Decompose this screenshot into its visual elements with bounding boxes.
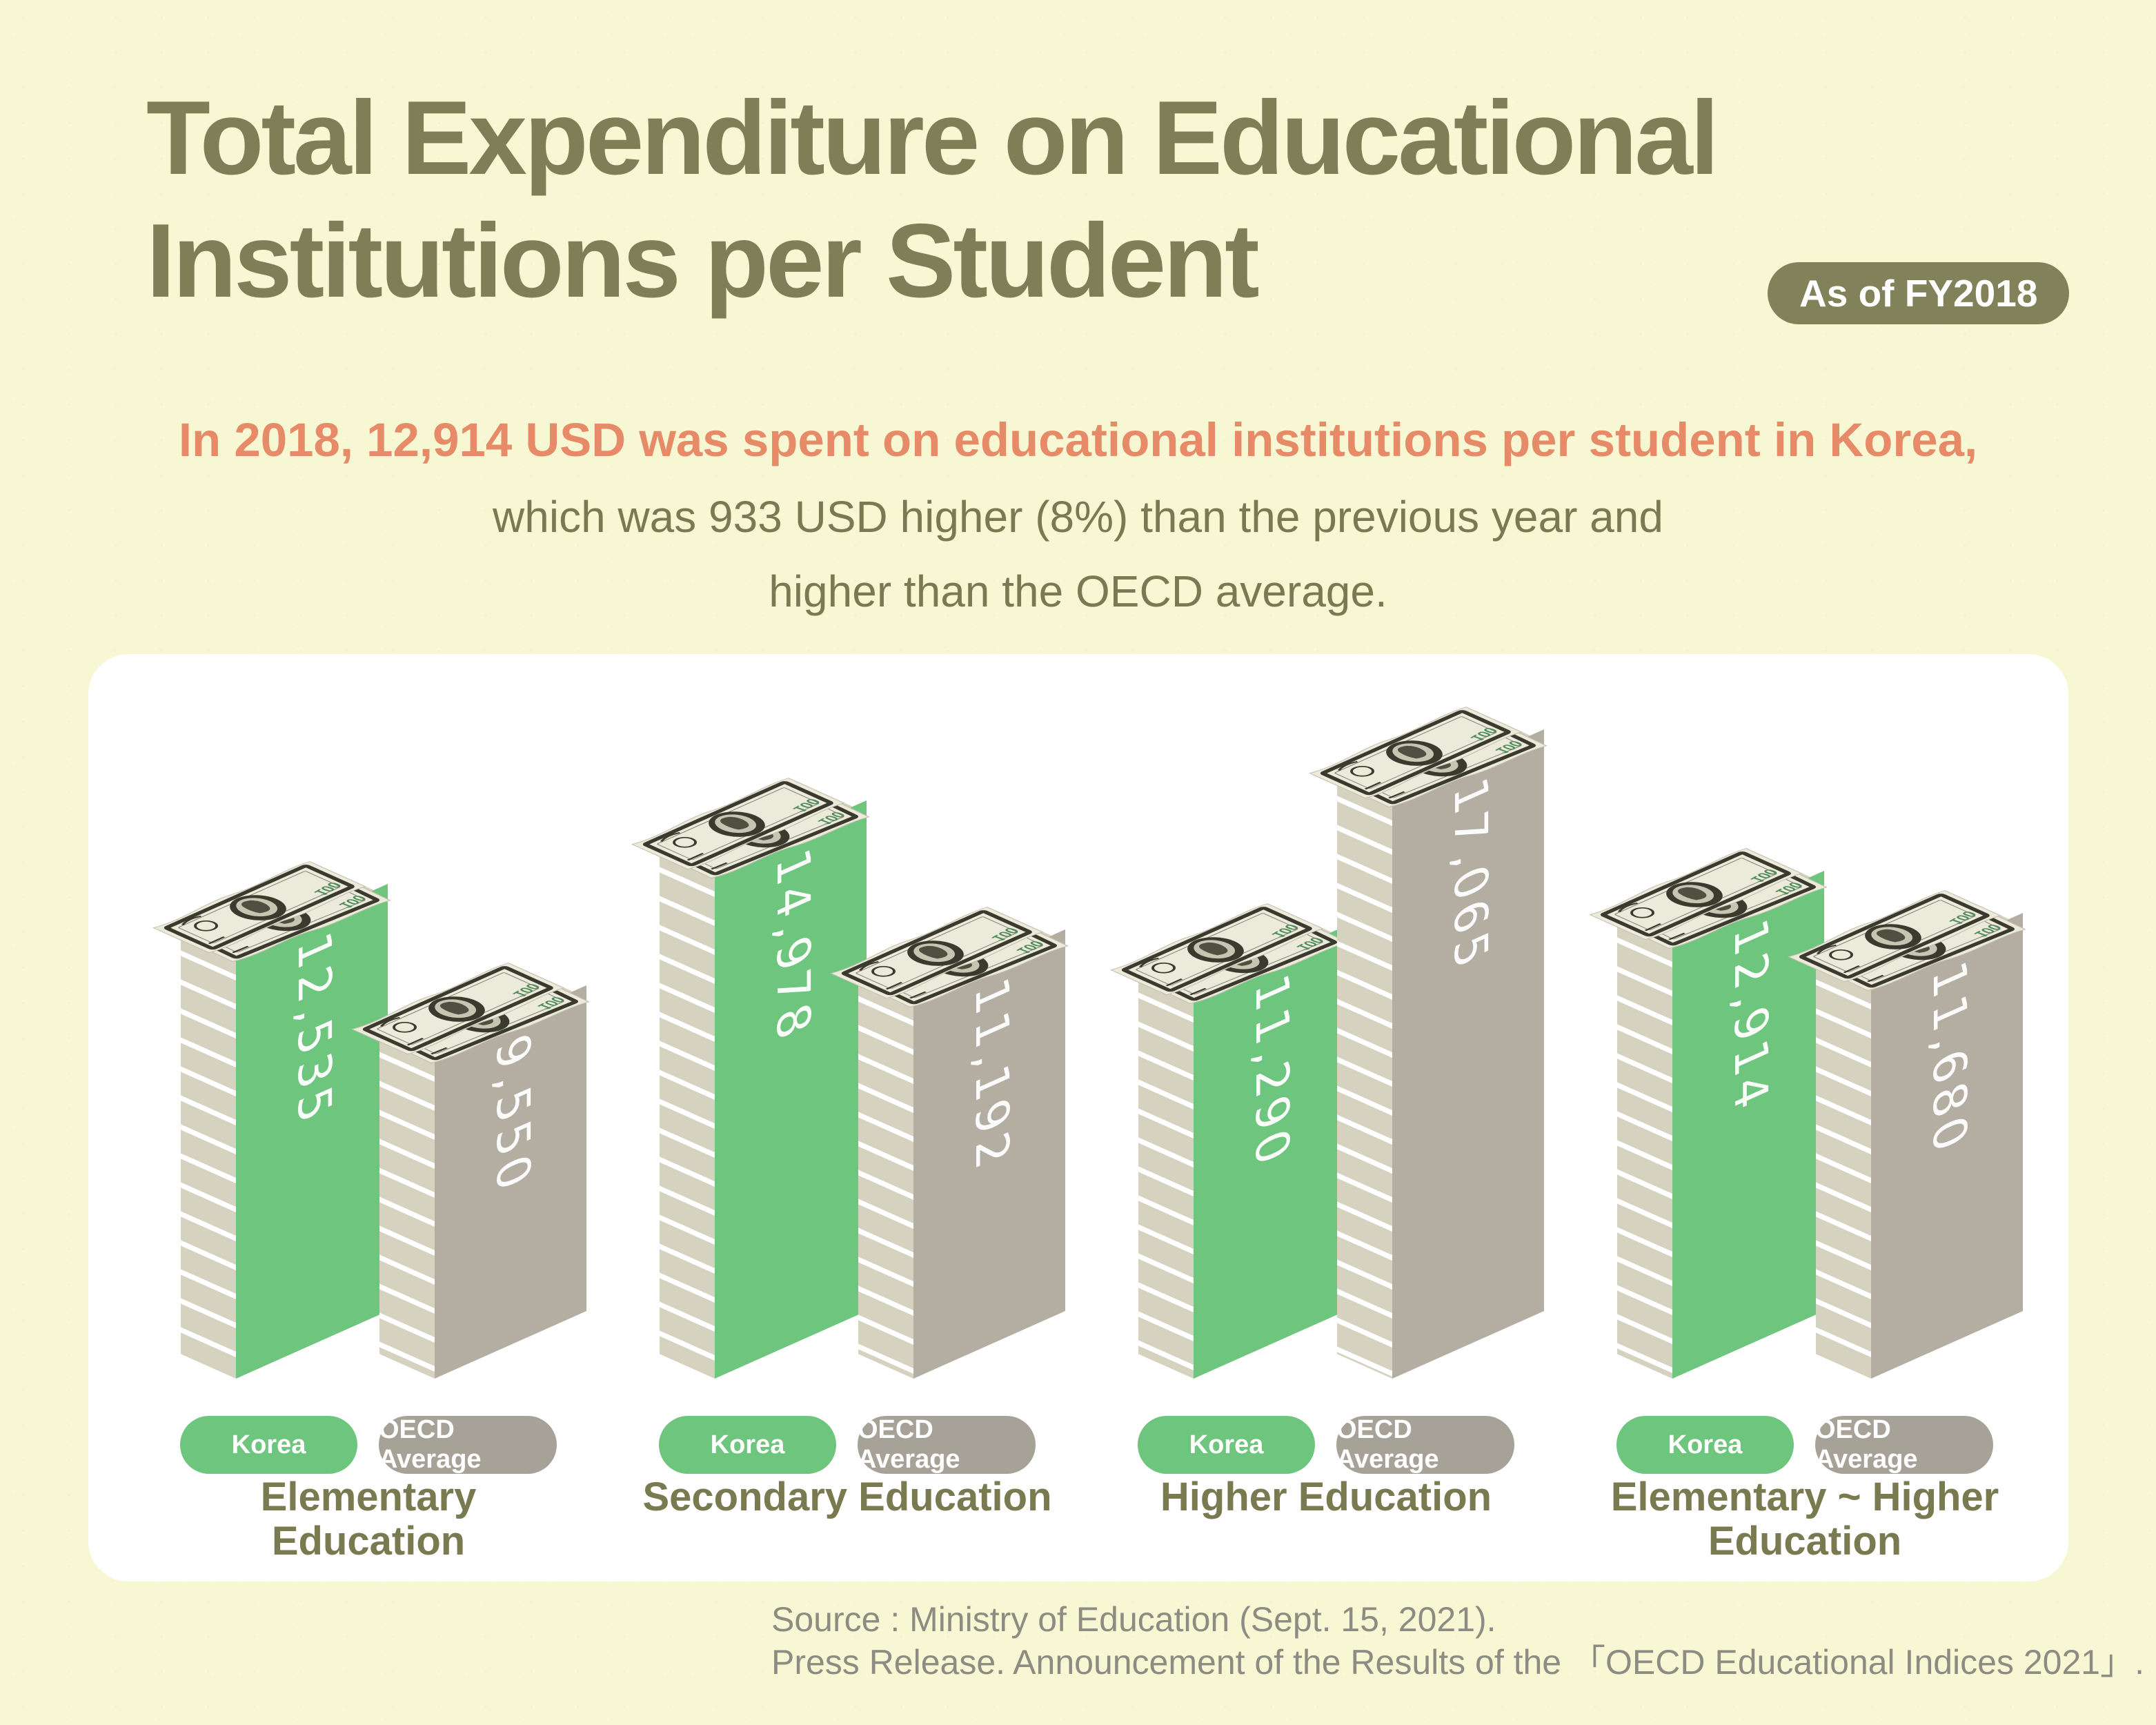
- category-label: Elementary ~ Higher Education: [1610, 1475, 1999, 1564]
- money-stack-side-face: [660, 843, 715, 1379]
- subtitle-line-2: which was 933 USD higher (8%) than the p…: [493, 492, 1663, 542]
- money-stack-side-face: [1816, 956, 1871, 1379]
- bar-korea: 12,535 100: [152, 861, 391, 1379]
- bar-korea: 14,978 100: [631, 778, 870, 1379]
- money-stack-top: 100 100: [1787, 890, 2026, 992]
- money-stack-side-face: [379, 1028, 435, 1379]
- bar-oecd: 11,680 100: [1787, 890, 2026, 1379]
- page-title: Total Expenditure on Educational Institu…: [146, 77, 1719, 323]
- money-stack-top: 100 100: [152, 861, 391, 963]
- bar-oecd: 17,065 100: [1308, 707, 1547, 1379]
- chart-group: 11,290 100: [1105, 654, 1547, 1581]
- page-title-line-2: Institutions per Student: [146, 201, 1260, 319]
- legend-korea-pill: Korea: [180, 1416, 357, 1474]
- legend-korea-pill: Korea: [1138, 1416, 1315, 1474]
- dollar-bill-icon: 100: [1109, 903, 1324, 996]
- fiscal-year-badge: As of FY2018: [1768, 262, 2070, 324]
- bar-oecd: 11,192 100: [829, 907, 1069, 1379]
- legend-oecd-pill: OECD Average: [1815, 1415, 1993, 1474]
- money-stack-top: 100 100: [1308, 707, 1547, 808]
- legend-korea-label: Korea: [1189, 1430, 1264, 1459]
- dollar-bill-icon: 100: [350, 963, 565, 1055]
- money-stack-top: 100 100: [829, 907, 1069, 1008]
- legend-oecd-pill: OECD Average: [379, 1415, 557, 1474]
- money-stack-side-face: [1617, 914, 1672, 1379]
- dollar-bill-icon: 100: [152, 861, 366, 954]
- dollar-bill-icon: 100: [1308, 707, 1523, 799]
- legend-oecd-label: OECD Average: [1815, 1415, 1918, 1474]
- chart-group: 12,535 100: [148, 654, 590, 1581]
- dollar-bill-icon: 100: [829, 907, 1044, 999]
- chart-card: 12,535 100: [88, 654, 2068, 1581]
- legend-oecd-label: OECD Average: [379, 1415, 482, 1474]
- legend-korea-pill: Korea: [1616, 1416, 1794, 1474]
- category-label: Elementary Education: [260, 1475, 477, 1564]
- dollar-bill-icon: 100: [631, 778, 845, 870]
- money-stack-side-face: [858, 972, 913, 1379]
- money-stack-top: 100 100: [631, 778, 870, 879]
- bar-front-face: 17,065: [1392, 729, 1544, 1379]
- legend-oecd-pill: OECD Average: [858, 1415, 1036, 1474]
- bar-korea: 11,290 100: [1109, 903, 1349, 1379]
- legend-oecd-pill: OECD Average: [1336, 1415, 1514, 1474]
- money-stack-side-face: [1138, 969, 1194, 1379]
- money-stack-top: 100 100: [1109, 903, 1349, 1005]
- legend-korea-pill: Korea: [659, 1416, 836, 1474]
- source-line-1: Source : Ministry of Education (Sept. 15…: [771, 1600, 1496, 1639]
- legend-korea-label: Korea: [1668, 1430, 1743, 1459]
- bar-oecd: 9,550 100: [350, 963, 590, 1379]
- category-label: Secondary Education: [642, 1475, 1052, 1519]
- source-line-2: Press Release. Announcement of the Resul…: [771, 1643, 2144, 1682]
- subtitle-line-3: higher than the OECD average.: [769, 566, 1387, 616]
- money-stack-side-face: [181, 927, 236, 1379]
- page-title-line-1: Total Expenditure on Educational: [146, 79, 1719, 197]
- source-note: Source : Ministry of Education (Sept. 15…: [771, 1598, 2144, 1684]
- legend-korea-label: Korea: [710, 1430, 785, 1459]
- legend-oecd-label: OECD Average: [858, 1415, 960, 1474]
- chart-group: 12,914 100: [1584, 654, 2026, 1581]
- chart-group: 14,978 100: [626, 654, 1069, 1581]
- legend-korea-label: Korea: [231, 1430, 306, 1459]
- money-stack-top: 100 100: [350, 963, 590, 1064]
- dollar-bill-icon: 100: [1588, 848, 1803, 940]
- money-stack-top: 100 100: [1588, 848, 1828, 949]
- money-stack-side-face: [1337, 772, 1392, 1379]
- legend-oecd-label: OECD Average: [1336, 1415, 1439, 1474]
- subtitle-highlight: In 2018, 12,914 USD was spent on educati…: [178, 413, 1978, 466]
- dollar-bill-icon: 100: [1787, 890, 2001, 983]
- category-label: Higher Education: [1160, 1475, 1492, 1519]
- bar-korea: 12,914 100: [1588, 848, 1828, 1379]
